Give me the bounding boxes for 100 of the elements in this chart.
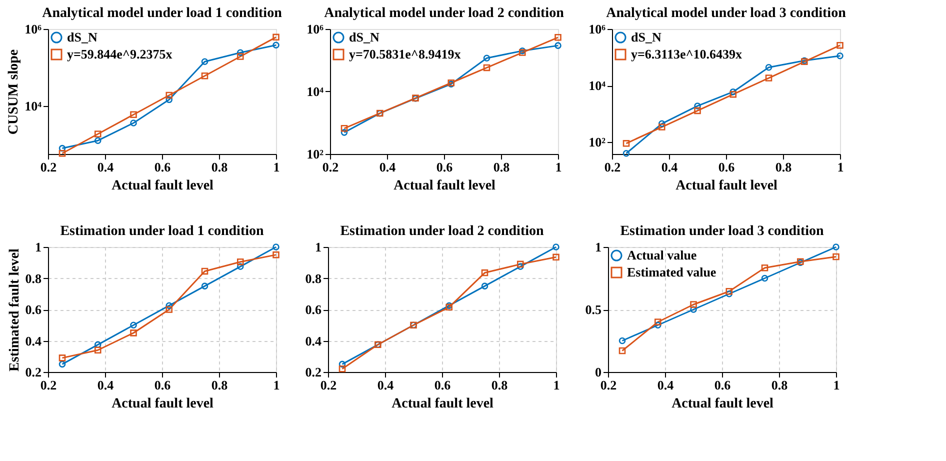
- x-axis-title: Actual fault level: [672, 396, 774, 412]
- chart-title: Estimation under load 1 condition: [60, 224, 264, 239]
- x-tick-label: 0.6: [154, 160, 172, 174]
- point: [201, 72, 208, 80]
- point: [94, 137, 102, 144]
- chart-title: Estimation under load 2 condition: [340, 224, 544, 239]
- y-tick-label: 10⁶: [306, 22, 324, 36]
- point: [658, 120, 666, 128]
- point: [201, 282, 208, 290]
- x-axis-title: Actual fault level: [676, 178, 778, 194]
- point: [130, 330, 137, 336]
- point: [516, 260, 524, 268]
- legend-label: y=70.5831e^8.9419x: [349, 46, 462, 62]
- point: [130, 111, 137, 118]
- point: [654, 322, 662, 329]
- y-tick-label: 10⁶: [24, 22, 42, 36]
- point: [94, 346, 102, 354]
- chart-title: Analytical model under load 3 condition: [606, 6, 846, 21]
- x-tick-label: 0.4: [657, 378, 674, 392]
- point: [236, 53, 244, 60]
- legend-label: dS_N: [349, 30, 380, 44]
- legend-label: y=6.3113e^10.6439x: [631, 46, 743, 62]
- point: [658, 124, 666, 130]
- x-tick-label: 0.6: [714, 378, 732, 392]
- y-tick-label: 0.2: [25, 364, 42, 380]
- y-tick-label: 0: [595, 364, 602, 380]
- y-tick-label: 0.4: [25, 333, 42, 348]
- y-tick-label: 10⁴: [24, 98, 42, 114]
- point: [166, 302, 173, 309]
- x-tick-label: 0.2: [40, 160, 57, 174]
- point: [690, 301, 697, 308]
- x-tick-label: 1: [553, 378, 560, 392]
- x-tick-label: 0.4: [97, 160, 114, 174]
- x-tick-label: 0.6: [154, 378, 172, 392]
- point: [201, 268, 208, 275]
- x-tick-label: 0.8: [493, 160, 510, 174]
- legend-label: Actual value: [627, 248, 697, 262]
- point: [481, 269, 488, 276]
- x-tick-label: 0.2: [320, 378, 337, 392]
- point: [726, 290, 733, 298]
- point: [618, 347, 626, 354]
- x-tick-label: 0.2: [322, 160, 339, 174]
- y-tick-label: 10²: [306, 146, 324, 162]
- x-tick-label: 0.4: [661, 160, 678, 174]
- x-tick-label: 0.4: [97, 378, 114, 392]
- point: [765, 64, 772, 71]
- point: [481, 282, 488, 290]
- point: [622, 140, 630, 147]
- point: [236, 263, 244, 270]
- point: [130, 322, 137, 329]
- x-tick-label: 0.8: [491, 378, 508, 392]
- y-axis-title: CUSUM slope: [6, 49, 22, 135]
- point: [272, 34, 280, 41]
- point: [166, 96, 173, 104]
- point: [730, 90, 737, 98]
- point: [94, 130, 102, 138]
- point: [483, 54, 490, 62]
- x-tick-label: 0.6: [434, 378, 452, 392]
- point: [552, 254, 560, 261]
- x-axis-title: Actual fault level: [394, 178, 496, 194]
- x-tick-label: 0.4: [379, 160, 396, 174]
- x-tick-label: 0.8: [211, 160, 228, 174]
- point: [730, 88, 737, 96]
- x-tick-label: 1: [273, 378, 280, 392]
- point: [236, 258, 244, 266]
- point: [338, 365, 346, 372]
- x-tick-label: 1: [273, 160, 280, 174]
- y-tick-label: 0.6: [305, 302, 322, 317]
- point: [201, 58, 208, 66]
- y-axis-title: Estimated fault level: [7, 248, 22, 372]
- point: [761, 274, 768, 282]
- y-tick-label: 0.4: [305, 333, 322, 348]
- y-tick-label: 1: [595, 240, 602, 254]
- x-axis-title: Actual fault level: [112, 178, 214, 194]
- y-tick-label: 10⁴: [306, 84, 324, 99]
- point: [130, 120, 137, 126]
- x-tick-label: 1: [555, 160, 562, 174]
- point: [836, 42, 844, 49]
- point: [236, 49, 244, 56]
- point: [694, 107, 701, 114]
- point: [690, 306, 697, 313]
- y-tick-label: 10⁶: [588, 22, 606, 36]
- point: [272, 251, 280, 258]
- point: [726, 288, 733, 295]
- point: [58, 150, 66, 157]
- x-tick-label: 0.4: [377, 378, 394, 392]
- y-tick-label: 0.8: [305, 270, 322, 286]
- point: [516, 263, 524, 270]
- x-tick-label: 0.8: [775, 160, 792, 174]
- point: [765, 74, 772, 82]
- x-tick-label: 0.8: [771, 378, 788, 392]
- legend-label: dS_N: [67, 30, 98, 44]
- y-tick-label: 0.8: [25, 270, 42, 286]
- x-tick-label: 1: [837, 160, 844, 174]
- point: [58, 354, 66, 362]
- chart-title: Analytical model under load 1 condition: [42, 6, 282, 21]
- point: [340, 125, 348, 132]
- point: [554, 34, 562, 41]
- y-tick-label: 0.6: [25, 302, 42, 317]
- x-tick-label: 0.6: [718, 160, 736, 174]
